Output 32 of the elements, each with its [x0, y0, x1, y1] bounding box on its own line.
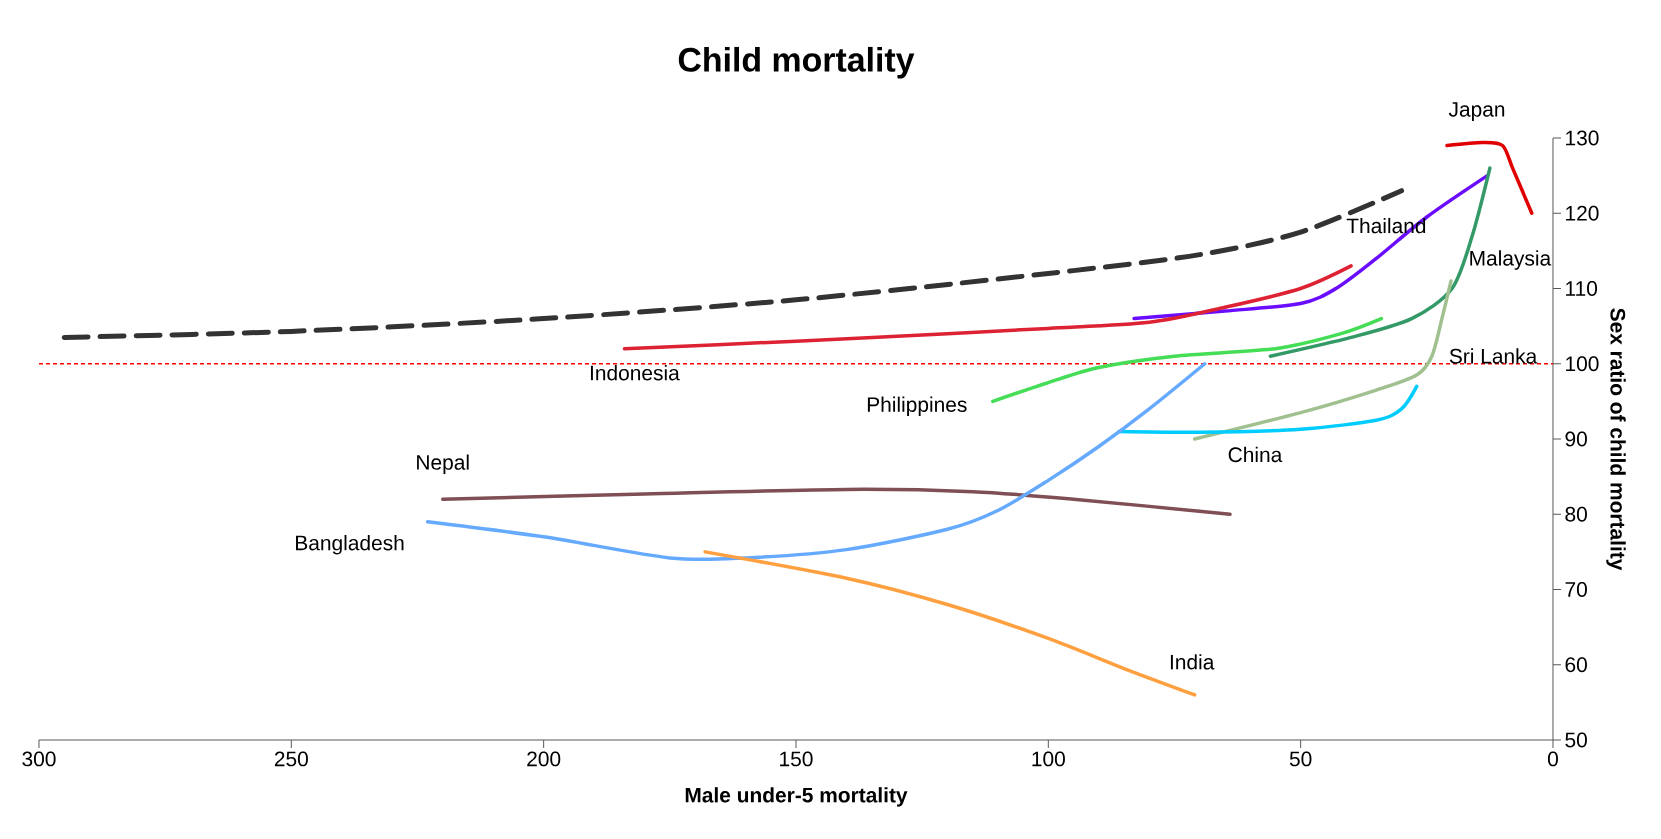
x-tick-label: 0: [1547, 751, 1558, 767]
x-axis-title: Male under-5 mortality: [685, 787, 908, 807]
series-label: Indonesia: [590, 365, 680, 381]
series-label: India: [1170, 654, 1215, 670]
y-tick-label: 130: [1566, 130, 1599, 146]
y-tick-label: 80: [1565, 506, 1587, 522]
x-tick-label: 300: [22, 751, 56, 767]
x-tick-label: 200: [527, 751, 561, 767]
y-tick-label: 60: [1565, 657, 1587, 673]
y-axis-title: Sex ratio of child mortality: [1606, 308, 1626, 571]
y-tick-label: 90: [1565, 431, 1587, 447]
y-tick-label: 110: [1566, 281, 1598, 296]
y-tick-label: 50: [1565, 732, 1587, 748]
series-label: China: [1228, 446, 1283, 463]
y-tick-label: 100: [1566, 356, 1599, 372]
x-tick-label: 100: [1032, 751, 1065, 767]
series-label: Nepal: [417, 454, 469, 474]
x-tick-label: 150: [780, 751, 813, 767]
y-tick-label: 70: [1565, 582, 1587, 597]
series-label: Philippines: [867, 396, 967, 417]
line-series: [440, 487, 1232, 516]
x-tick-label: 250: [274, 751, 308, 767]
line-series: [622, 264, 1353, 351]
line-series: [991, 316, 1384, 404]
series-label: Japan: [1448, 102, 1505, 121]
series-label: Bangladesh: [296, 535, 404, 555]
series-label: Malaysia: [1470, 250, 1552, 270]
y-tick-label: 120: [1566, 205, 1599, 221]
x-tick-label: 50: [1289, 751, 1312, 767]
chart-title: Child mortality: [678, 46, 915, 79]
line-series: [1445, 140, 1534, 215]
series-label: Sri Lanka: [1449, 348, 1538, 364]
